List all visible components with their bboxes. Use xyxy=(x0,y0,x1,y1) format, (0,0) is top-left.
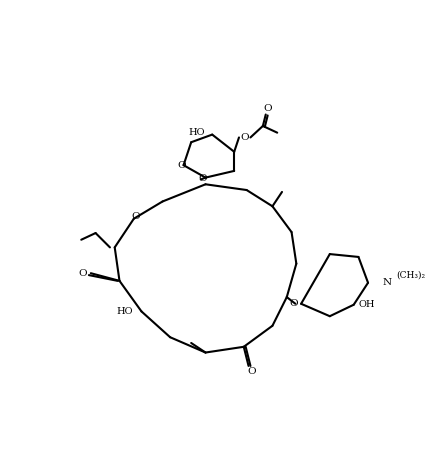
Text: O: O xyxy=(131,212,140,221)
Text: O: O xyxy=(240,133,248,142)
Text: O: O xyxy=(177,161,185,170)
Text: HO: HO xyxy=(116,307,132,316)
Text: O: O xyxy=(263,104,271,113)
Text: N: N xyxy=(381,278,391,287)
Text: O: O xyxy=(198,174,207,183)
Text: HO: HO xyxy=(187,128,204,137)
Text: O: O xyxy=(79,269,87,278)
Text: OH: OH xyxy=(358,300,374,309)
Text: (CH₃)₂: (CH₃)₂ xyxy=(396,271,425,279)
Text: O: O xyxy=(288,299,297,308)
Text: O: O xyxy=(247,367,255,376)
